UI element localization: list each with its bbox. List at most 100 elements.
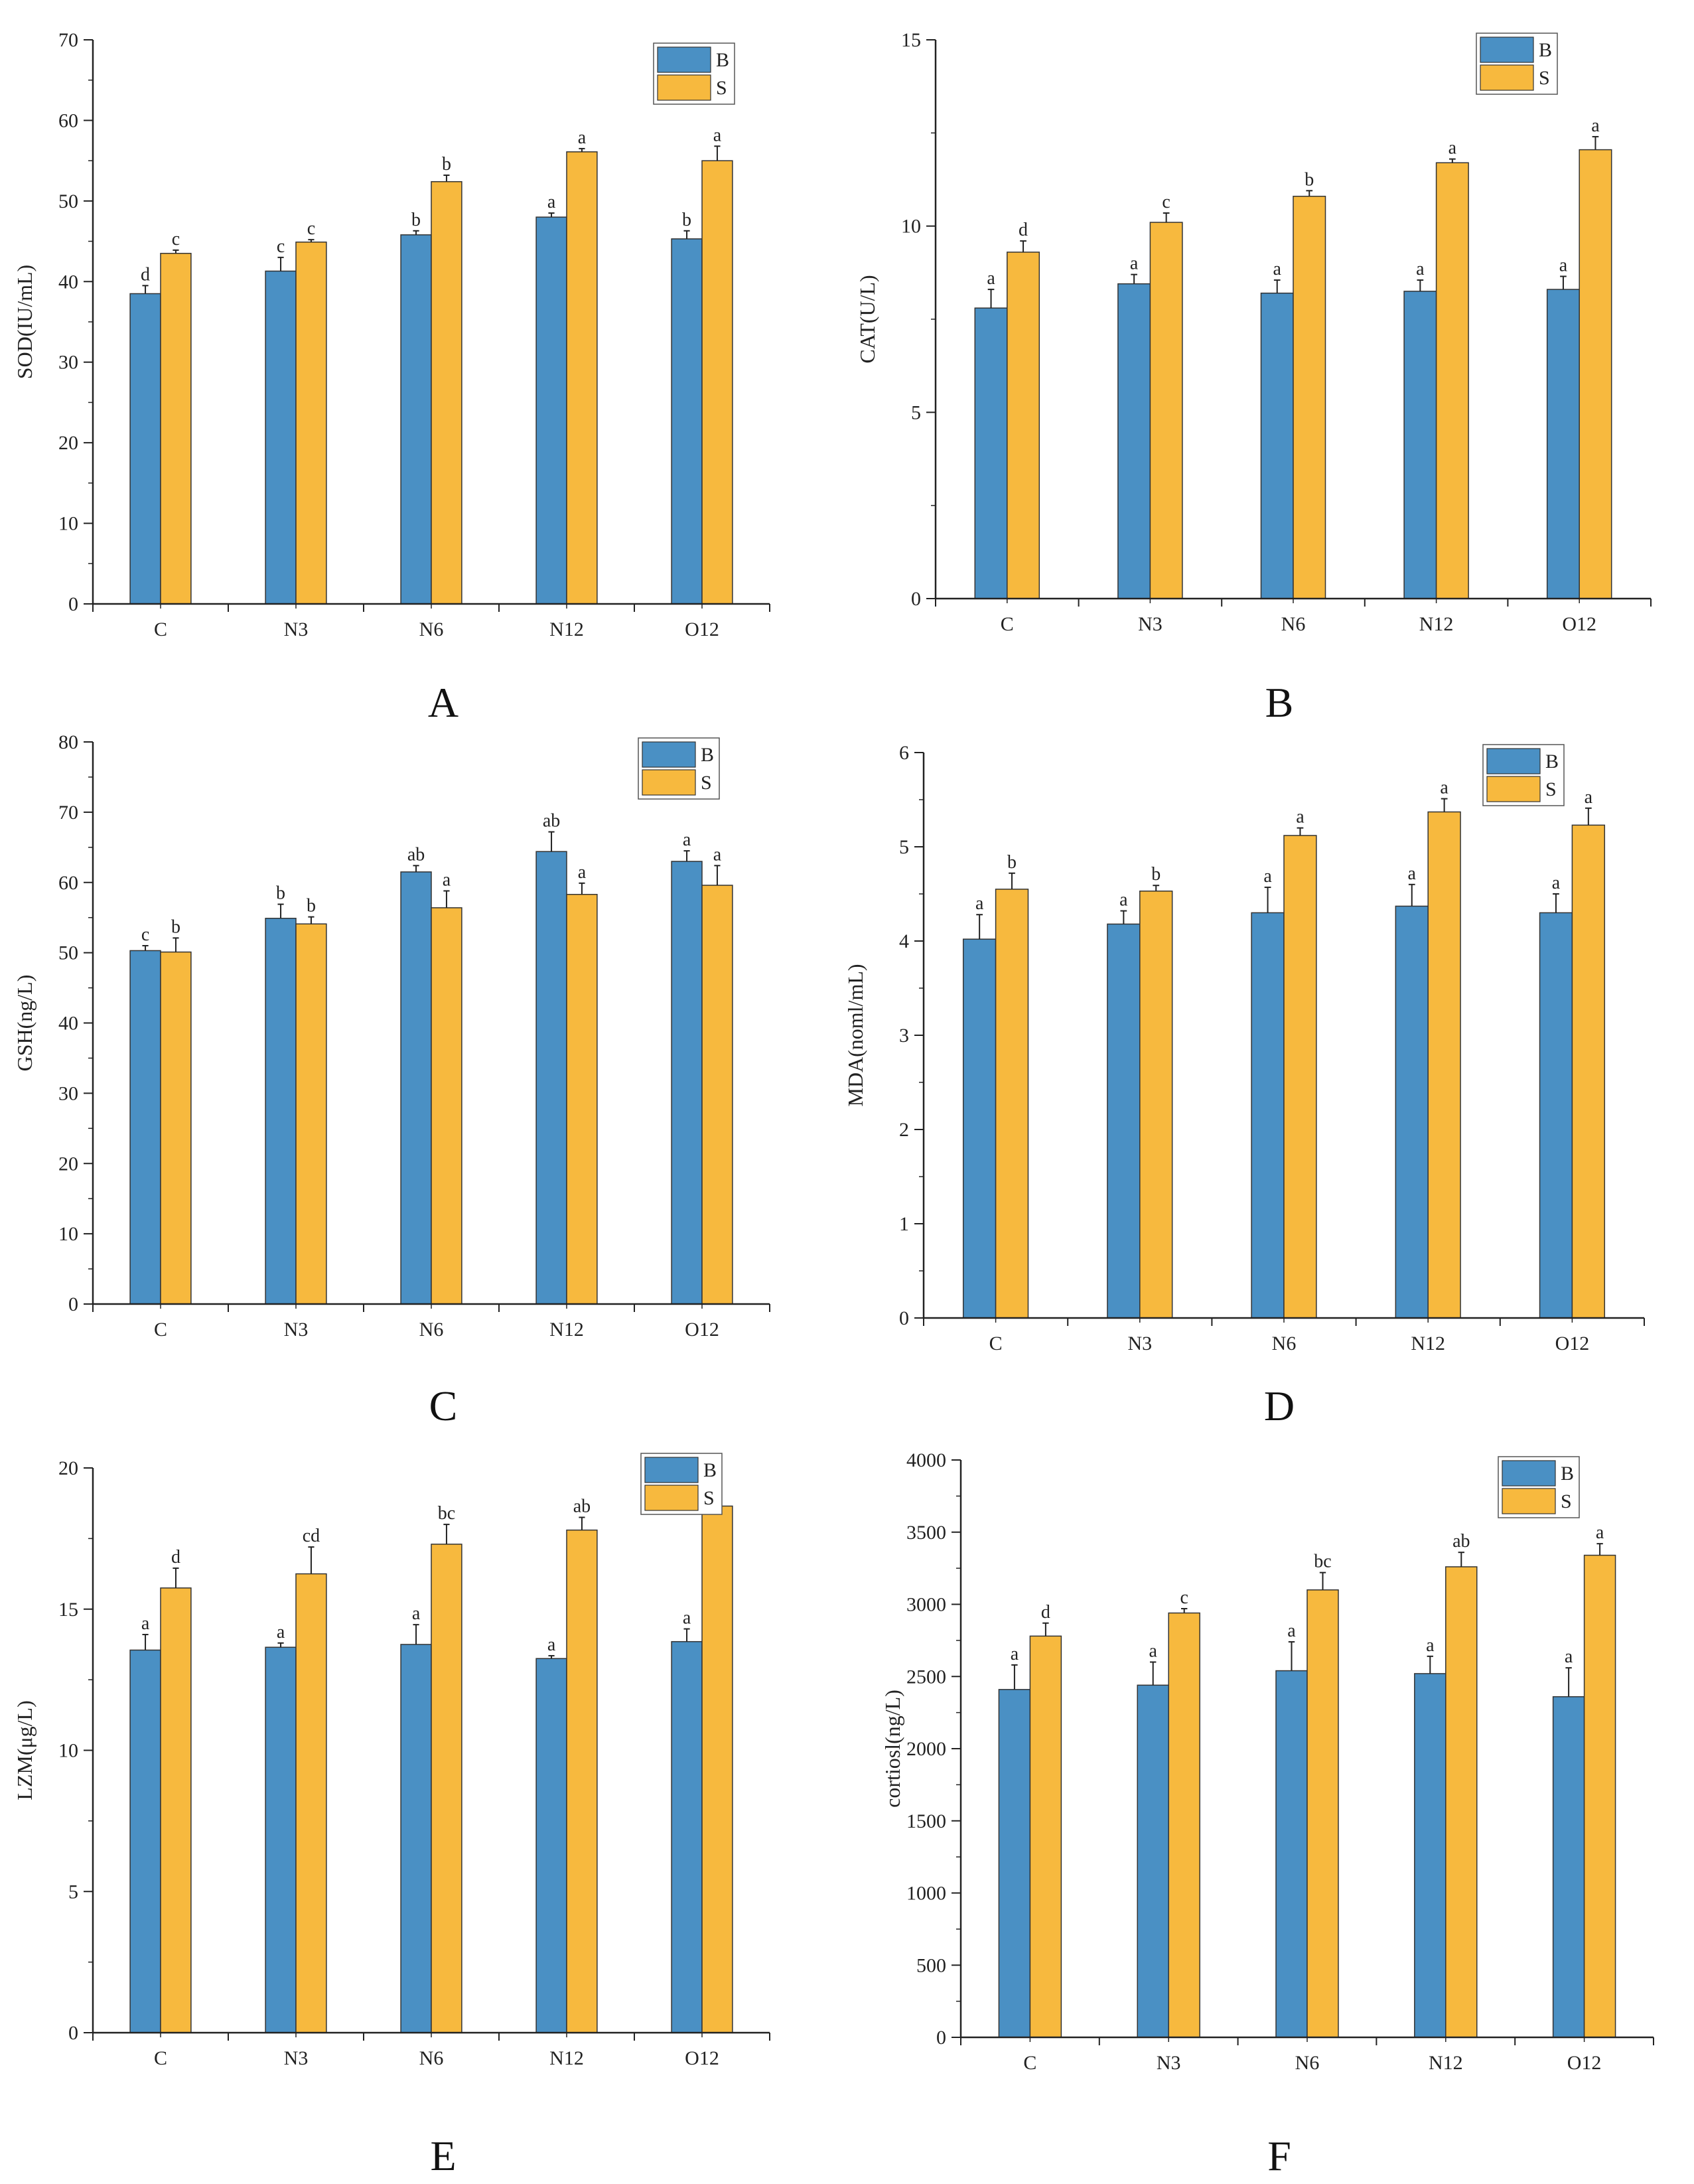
y-tick-label-e-0: 0 bbox=[68, 2022, 78, 2044]
y-tick-label-e-15: 15 bbox=[58, 1599, 78, 1621]
legend-swatch-a-s bbox=[657, 74, 711, 101]
legend-label-b-b: B bbox=[1539, 39, 1552, 61]
panel-title-a: A bbox=[428, 679, 459, 726]
bar-b-s-n6 bbox=[1293, 196, 1326, 599]
bar-a-s-n6 bbox=[431, 181, 462, 605]
x-tick-label-f-n3: N3 bbox=[1157, 2052, 1181, 2074]
bar-a-s-o12 bbox=[701, 160, 733, 605]
significance-label-d-s-n3: b bbox=[1151, 864, 1161, 885]
significance-label-a-s-o12: a bbox=[713, 125, 722, 145]
legend-label-a-s: S bbox=[716, 77, 727, 99]
y-axis-label-a: SOD(IU/mL) bbox=[13, 265, 36, 379]
significance-label-b-b-n6: a bbox=[1273, 259, 1282, 279]
significance-label-d-s-n12: a bbox=[1440, 778, 1448, 798]
y-axis-label-f: cortiosl(ng/L) bbox=[881, 1690, 904, 1808]
significance-label-f-b-n6: a bbox=[1287, 1621, 1296, 1641]
bar-d-b-o12 bbox=[1539, 912, 1573, 1319]
bar-e-s-o12 bbox=[701, 1505, 733, 2033]
legend-swatch-a-b bbox=[657, 46, 711, 73]
legend-swatch-c-s bbox=[642, 769, 696, 796]
significance-label-c-s-n3: b bbox=[307, 896, 316, 916]
legend-swatch-b-s bbox=[1480, 64, 1534, 91]
legend-b: BS bbox=[1476, 33, 1558, 95]
x-tick-label-c-n6: N6 bbox=[419, 1319, 444, 1341]
x-tick-label-a-n3: N3 bbox=[284, 619, 309, 640]
bar-d-s-o12 bbox=[1571, 824, 1606, 1319]
bar-c-s-n12 bbox=[566, 893, 598, 1305]
y-tick-label-c-70: 70 bbox=[58, 802, 78, 824]
y-tick-label-b-0: 0 bbox=[911, 588, 921, 610]
bar-e-s-c bbox=[160, 1587, 192, 2033]
legend-swatch-e-b bbox=[644, 1457, 699, 1483]
significance-label-e-s-c: d bbox=[171, 1547, 180, 1567]
significance-label-a-b-n6: b bbox=[411, 210, 421, 230]
significance-label-c-s-n6: a bbox=[443, 869, 451, 890]
y-tick-label-d-0: 0 bbox=[899, 1307, 909, 1329]
significance-label-f-s-c: d bbox=[1041, 1602, 1050, 1623]
significance-label-d-s-n6: a bbox=[1296, 807, 1305, 828]
y-axis-label-d: MDA(noml/mL) bbox=[843, 964, 867, 1106]
x-tick-label-a-o12: O12 bbox=[685, 619, 719, 640]
panel-title-e: E bbox=[430, 2132, 456, 2179]
chart-panel-d: a a a a a b b a a a 0 1 2 3 4 5 6 C N3 N6 N12 O12 MDA(noml/mL)… bbox=[843, 742, 1645, 1429]
bar-c-b-c bbox=[129, 950, 161, 1305]
significance-label-c-b-n3: b bbox=[276, 883, 285, 904]
bar-c-b-n3 bbox=[265, 917, 297, 1305]
x-tick-label-d-c: C bbox=[989, 1333, 1003, 1354]
bar-d-b-n12 bbox=[1395, 905, 1429, 1319]
x-tick-label-e-n12: N12 bbox=[549, 2047, 584, 2069]
bar-a-s-c bbox=[160, 253, 192, 605]
y-tick-label-c-10: 10 bbox=[58, 1223, 78, 1245]
bar-d-s-n12 bbox=[1427, 811, 1461, 1319]
legend-swatch-d-s bbox=[1486, 776, 1541, 802]
y-tick-label-f-2500: 2500 bbox=[906, 1666, 946, 1688]
y-tick-label-f-0: 0 bbox=[936, 2027, 946, 2049]
bar-b-s-c bbox=[1007, 252, 1040, 599]
legend-label-e-s: S bbox=[703, 1487, 715, 1509]
significance-label-b-b-o12: a bbox=[1559, 255, 1568, 275]
legend-e: BS bbox=[640, 1453, 723, 1515]
significance-label-b-b-n12: a bbox=[1416, 259, 1425, 279]
legend-swatch-f-b bbox=[1502, 1460, 1556, 1487]
significance-label-a-s-n3: c bbox=[307, 218, 315, 239]
x-tick-label-b-o12: O12 bbox=[1562, 613, 1596, 635]
bar-f-b-n12 bbox=[1414, 1673, 1447, 2038]
y-tick-label-c-30: 30 bbox=[58, 1082, 78, 1104]
x-tick-label-c-c: C bbox=[154, 1319, 167, 1341]
significance-label-c-s-c: b bbox=[171, 916, 180, 937]
significance-label-b-s-c: d bbox=[1019, 220, 1028, 240]
bar-c-b-n12 bbox=[535, 851, 567, 1305]
y-tick-label-c-50: 50 bbox=[58, 942, 78, 964]
bar-d-b-c bbox=[962, 938, 997, 1319]
bar-a-s-n3 bbox=[295, 242, 327, 605]
legend-label-c-b: B bbox=[701, 744, 714, 766]
bar-b-s-n3 bbox=[1149, 222, 1183, 599]
significance-label-f-b-n12: a bbox=[1426, 1635, 1435, 1656]
y-tick-label-f-3500: 3500 bbox=[906, 1522, 946, 1544]
y-axis-label-b: CAT(U/L) bbox=[855, 275, 879, 363]
x-tick-label-d-n12: N12 bbox=[1411, 1333, 1445, 1354]
x-tick-label-d-n6: N6 bbox=[1272, 1333, 1297, 1354]
significance-label-e-s-n3: cd bbox=[303, 1526, 320, 1546]
x-tick-label-d-o12: O12 bbox=[1555, 1333, 1590, 1354]
bar-a-b-n3 bbox=[265, 270, 297, 605]
bar-c-s-c bbox=[160, 951, 192, 1305]
bar-c-s-n3 bbox=[295, 923, 327, 1305]
significance-label-a-s-n6: b bbox=[442, 154, 451, 175]
x-tick-label-e-n3: N3 bbox=[284, 2047, 309, 2069]
x-tick-label-e-c: C bbox=[154, 2047, 167, 2069]
y-tick-label-e-5: 5 bbox=[68, 1881, 78, 1903]
y-tick-label-a-20: 20 bbox=[58, 432, 78, 454]
x-tick-label-f-c: C bbox=[1023, 2052, 1036, 2074]
legend-label-d-b: B bbox=[1545, 751, 1559, 772]
x-tick-label-e-o12: O12 bbox=[685, 2047, 719, 2069]
significance-label-a-b-c: d bbox=[141, 264, 150, 285]
legend-f: BS bbox=[1498, 1456, 1580, 1518]
bar-e-s-n12 bbox=[566, 1529, 598, 2033]
bar-a-b-n6 bbox=[400, 234, 432, 605]
significance-label-b-b-c: a bbox=[987, 268, 995, 289]
y-tick-label-a-10: 10 bbox=[58, 513, 78, 535]
bar-c-b-o12 bbox=[671, 861, 703, 1305]
